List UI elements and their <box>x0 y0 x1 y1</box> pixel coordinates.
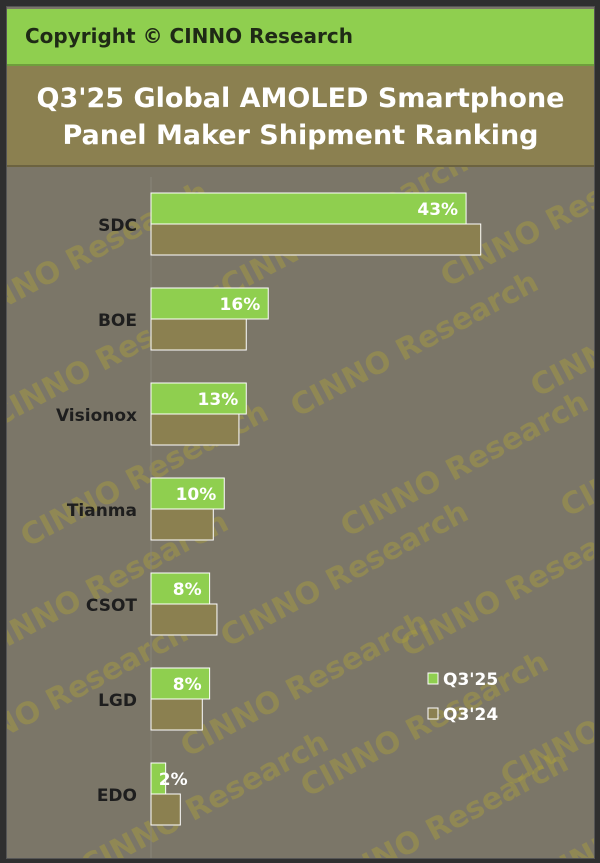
chart-title-line-1: Q3'25 Global AMOLED Smartphone <box>36 83 565 114</box>
data-label: 2% <box>159 770 188 790</box>
bar-q3-25 <box>150 287 269 320</box>
legend-swatch <box>427 672 439 685</box>
bar-q3-25 <box>150 572 211 605</box>
chart-title-line-2: Panel Maker Shipment Ranking <box>62 120 539 151</box>
bar-q3-24 <box>150 318 247 351</box>
bar-q3-25 <box>150 667 211 700</box>
bar-q3-24 <box>150 793 181 826</box>
copyright-banner: Copyright © CINNO Research <box>7 9 594 66</box>
category-label: CSOT <box>86 596 137 616</box>
data-label: 16% <box>220 295 261 315</box>
title-banner: Q3'25 Global AMOLED Smartphone Panel Mak… <box>7 66 594 167</box>
chart-frame: CINNO Research CINNO Research CINNO Resear… <box>6 6 595 859</box>
data-label: 8% <box>173 580 202 600</box>
category-label: Visionox <box>56 406 137 426</box>
bar-q3-24 <box>150 603 218 636</box>
bar-chart: SDC 43% BOE 16% Visionox 13% Tianma 10% CSOT 8% LG… <box>56 177 498 858</box>
data-label: 8% <box>173 675 202 695</box>
legend-label: Q3'24 <box>443 705 498 725</box>
bar-q3-25 <box>150 382 247 415</box>
bar-q3-25 <box>150 192 467 225</box>
legend-label: Q3'25 <box>443 670 498 690</box>
copyright-text: Copyright © CINNO Research <box>25 24 353 48</box>
data-label: 10% <box>176 485 217 505</box>
category-label: Tianma <box>67 501 137 521</box>
category-label: BOE <box>98 311 137 331</box>
data-label: 43% <box>417 200 458 220</box>
bar-q3-24 <box>150 508 214 541</box>
category-label: LGD <box>98 691 137 711</box>
category-label: EDO <box>97 786 137 806</box>
bar-q3-24 <box>150 223 482 256</box>
bar-q3-25 <box>150 477 225 510</box>
data-label: 13% <box>198 390 239 410</box>
bar-q3-24 <box>150 413 240 446</box>
category-label: SDC <box>98 216 137 236</box>
legend-swatch <box>427 707 439 720</box>
bar-q3-24 <box>150 698 203 731</box>
